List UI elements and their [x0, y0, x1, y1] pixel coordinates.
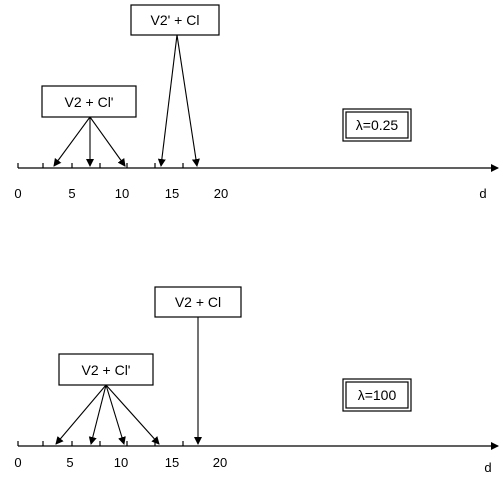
bottom-tick-label-5: 5 — [66, 455, 73, 470]
bottom-arrow-v2-4 — [105, 384, 160, 445]
bottom-lambda-label: λ=100 — [358, 387, 397, 403]
top-tick-label-5: 5 — [68, 186, 75, 201]
top-box-v2prime-cl — [130, 4, 220, 36]
bottom-tick-label-20: 20 — [213, 455, 227, 470]
bottom-arrow-v2-2 — [88, 384, 107, 445]
bottom-tick-label-15: 15 — [165, 455, 179, 470]
bottom-tick-label-10: 10 — [114, 455, 128, 470]
top-box-v2prime-cl-label: V2' + Cl — [151, 12, 200, 28]
top-tick-label-15: 15 — [165, 186, 179, 201]
top-arrow-v2-3 — [89, 116, 126, 167]
bottom-tick-label-0: 0 — [14, 455, 21, 470]
bottom-box-v2-clprime — [58, 353, 154, 386]
top-tick-label-0: 0 — [14, 186, 21, 201]
bottom-box-v2-cl-label: V2 + Cl — [175, 294, 221, 310]
top-lambda-label: λ=0.25 — [356, 117, 399, 133]
bottom-box-v2-cl — [154, 286, 242, 318]
bottom-arrow-v2-1 — [55, 384, 107, 445]
top-box-v2-clprime — [41, 85, 137, 118]
bottom-axis-label: d — [484, 460, 491, 475]
top-arrow-v2prime-2 — [176, 34, 200, 167]
top-axis-label: d — [479, 186, 486, 201]
top-box-v2-clprime-label: V2 + Cl' — [65, 94, 114, 110]
bottom-box-v2-clprime-label: V2 + Cl' — [82, 362, 131, 378]
top-lambda-box-inner — [345, 111, 409, 139]
bottom-panel: 0 5 10 15 20 d V2 + Cl V2 + Cl' λ=100 — [14, 286, 499, 475]
top-panel: 0 5 10 15 20 d V2' + Cl V2 + Cl' λ=0.25 — [14, 4, 499, 201]
top-arrow-v2-1 — [53, 116, 91, 167]
bottom-arrow-v2-3 — [105, 384, 126, 445]
top-tick-label-20: 20 — [214, 186, 228, 201]
top-tick-label-10: 10 — [115, 186, 129, 201]
bottom-lambda-box-inner — [345, 381, 409, 409]
top-arrow-v2prime-1 — [157, 34, 178, 167]
